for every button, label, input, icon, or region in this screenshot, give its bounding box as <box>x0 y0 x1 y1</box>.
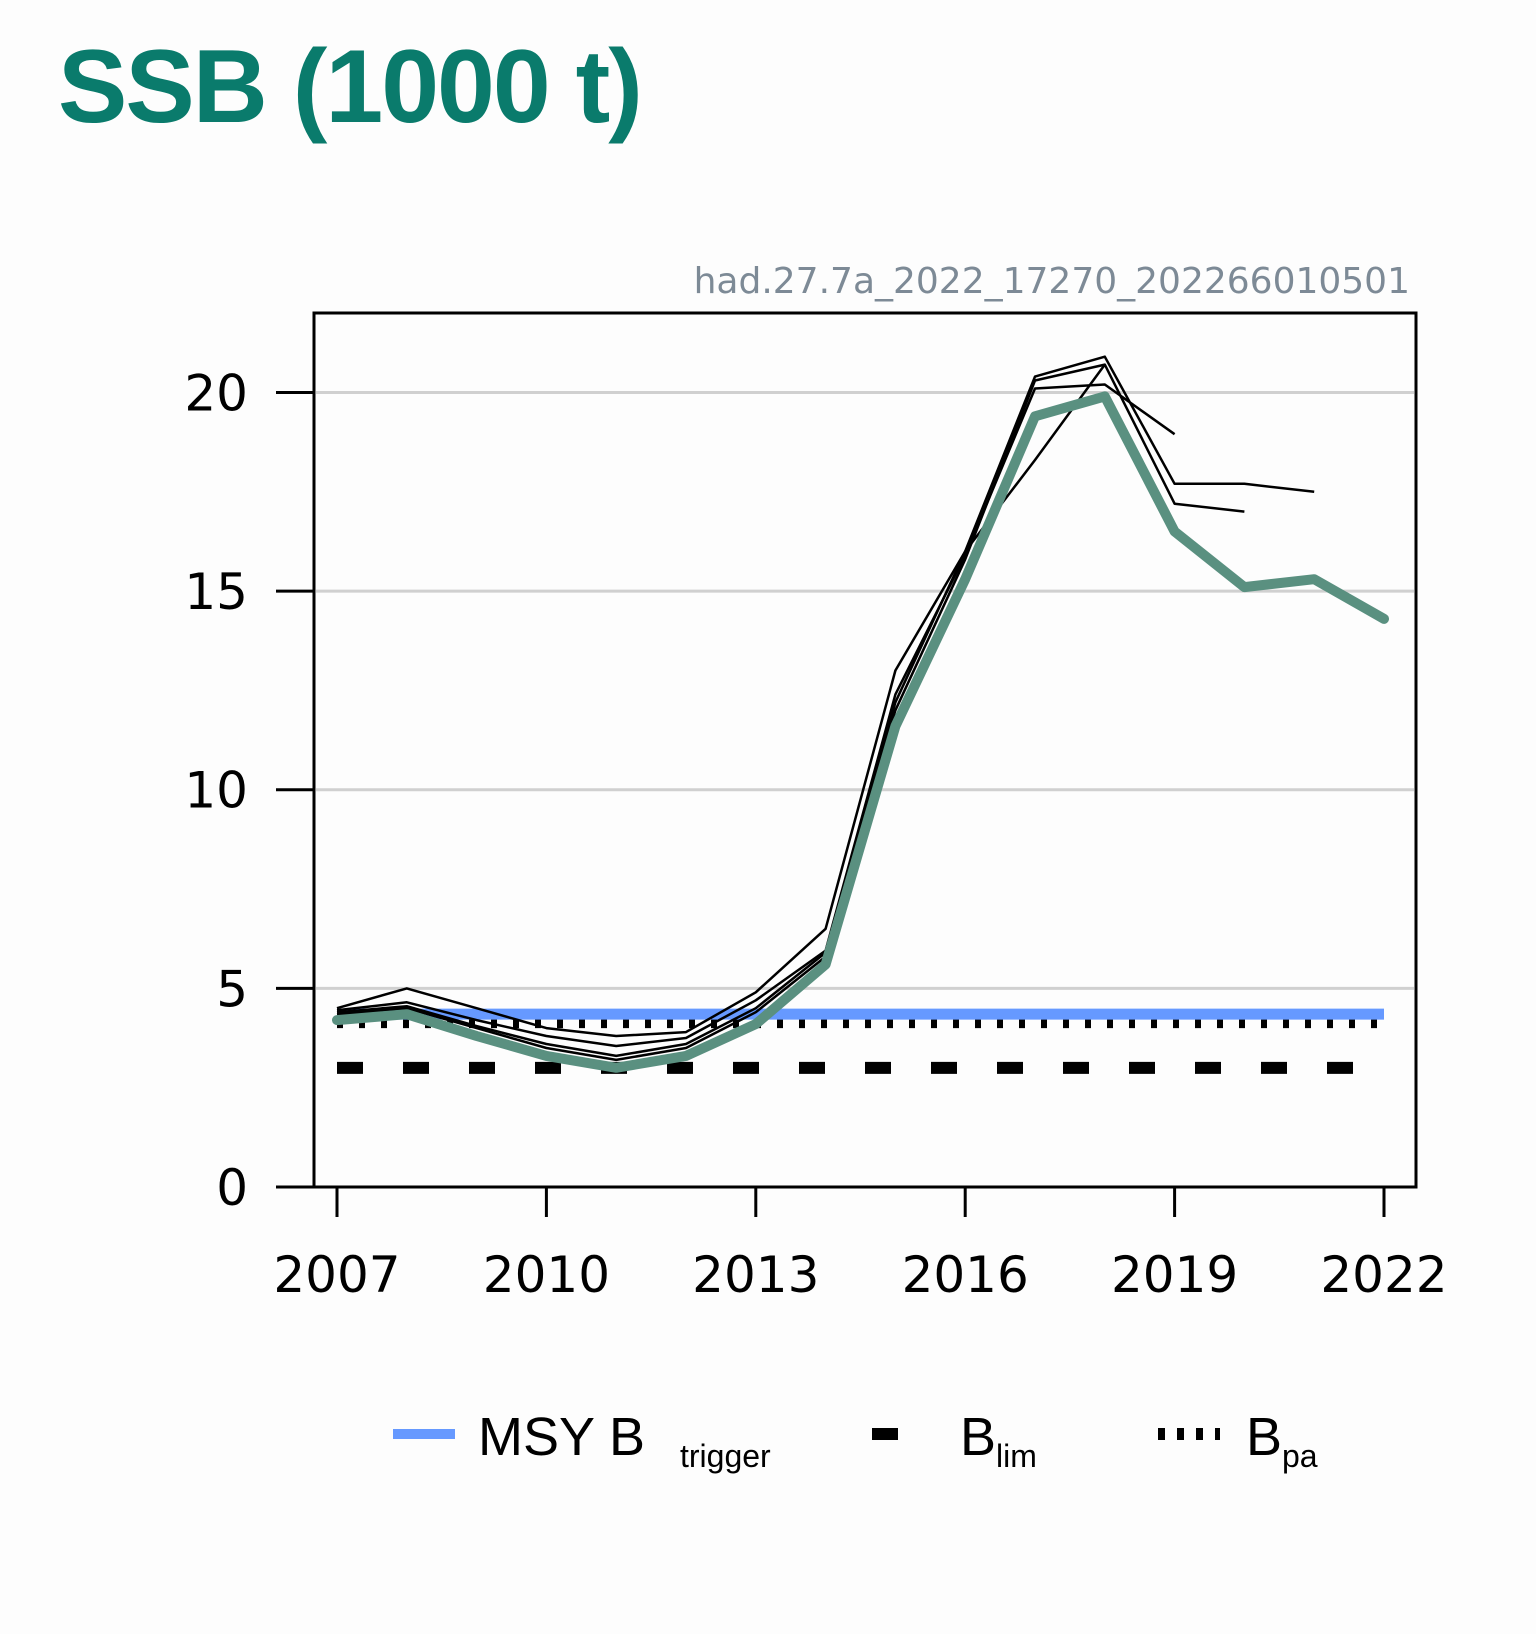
current-series <box>332 391 1389 1073</box>
series-line-retro-2 <box>336 363 1245 1058</box>
y-tick-label-0: 0 <box>216 1159 248 1217</box>
x-tick-label-2013: 2013 <box>692 1246 819 1304</box>
series-line-retro-4 <box>336 363 1106 1038</box>
legend-sub-pa: pa <box>1282 1438 1318 1474</box>
legend-label-blim: B <box>960 1407 996 1467</box>
x-tick-label-2007: 2007 <box>273 1246 400 1304</box>
grid-lines <box>316 390 1414 990</box>
y-tick-label-15: 15 <box>184 563 248 621</box>
legend-label-bpa: B <box>1246 1407 1282 1467</box>
legend-label-msy-btrigger: MSY B <box>478 1407 645 1467</box>
plot-frame <box>312 311 1418 1189</box>
source-label: had.27.7a_2022_17270_202266010501 <box>694 261 1410 302</box>
series-line-retro-3 <box>336 383 1176 1048</box>
series-line-current <box>332 391 1389 1073</box>
x-tick-label-2010: 2010 <box>483 1246 610 1304</box>
x-tick-label-2022: 2022 <box>1320 1246 1447 1304</box>
y-tick-label-10: 10 <box>184 762 248 820</box>
reference-lines <box>337 1008 1384 1074</box>
legend-sub-lim: lim <box>996 1438 1037 1474</box>
x-tick-label-2016: 2016 <box>902 1246 1029 1304</box>
legend-sub-trigger: trigger <box>680 1438 771 1474</box>
axes: 0 5 10 15 20 2007 2010 2013 2016 2019 2022 <box>184 364 1447 1304</box>
x-tick-label-2019: 2019 <box>1111 1246 1238 1304</box>
y-tick-label-20: 20 <box>184 364 248 422</box>
y-tick-label-5: 5 <box>216 960 248 1018</box>
page-title: SSB (1000 t) <box>58 29 643 145</box>
